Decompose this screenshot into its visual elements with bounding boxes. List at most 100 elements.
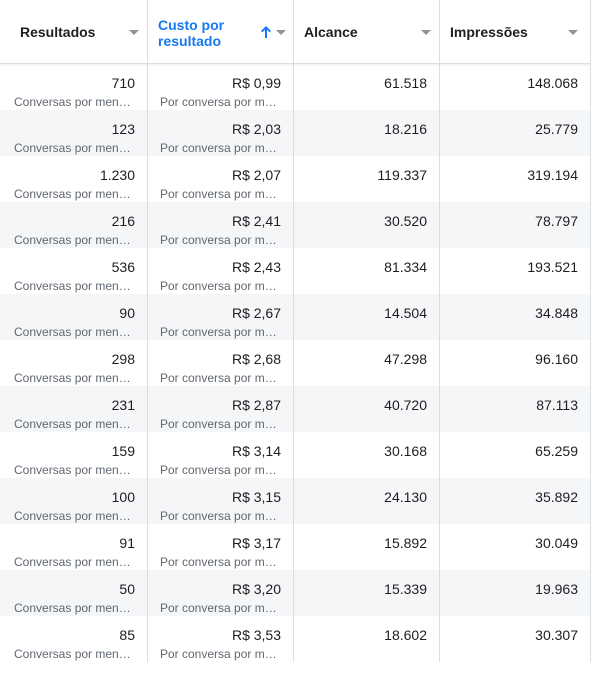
cell-resultados: 1.230 Conversas por mensagem iniciadas	[0, 156, 148, 202]
table-row[interactable]: 123 Conversas por mensagem iniciadas R$ 2,…	[0, 110, 591, 156]
cell-custo-por-resultado: R$ 2,87 Por conversa por mensagem iniciad…	[148, 386, 294, 432]
cell-subtitle: Por conversa por mensagem iniciada	[160, 95, 278, 109]
cell-impressoes: 148.068	[440, 64, 591, 110]
cell-value: R$ 2,67	[231, 305, 281, 321]
cell-value: 15.892	[384, 535, 427, 551]
table-row[interactable]: 85 Conversas por mensagem iniciadas R$ 3,5…	[0, 616, 591, 662]
table-row[interactable]: 216 Conversas por mensagem iniciadas R$ 2,…	[0, 202, 591, 248]
cell-value: R$ 0,99	[231, 75, 281, 91]
cell-subtitle: Conversas por mensagem iniciadas	[14, 187, 132, 201]
column-header-label: Impressões	[450, 24, 528, 40]
cell-resultados: 298 Conversas por mensagem iniciadas	[0, 340, 148, 386]
cell-custo-por-resultado: R$ 2,07 Por conversa por mensagem iniciad…	[148, 156, 294, 202]
cell-custo-por-resultado: R$ 3,14 Por conversa por mensagem iniciad…	[148, 432, 294, 478]
chevron-down-icon[interactable]	[276, 30, 286, 35]
cell-custo-por-resultado: R$ 3,20 Por conversa por mensagem iniciad…	[148, 570, 294, 616]
cell-resultados: 231 Conversas por mensagem iniciadas	[0, 386, 148, 432]
table-row[interactable]: 91 Conversas por mensagem iniciadas R$ 3,1…	[0, 524, 591, 570]
table-row[interactable]: 100 Conversas por mensagem iniciadas R$ 3,…	[0, 478, 591, 524]
chevron-down-icon[interactable]	[129, 30, 139, 35]
cell-value: R$ 2,87	[231, 397, 281, 413]
cell-subtitle: Por conversa por mensagem iniciada	[160, 647, 278, 661]
cell-resultados: 91 Conversas por mensagem iniciadas	[0, 524, 148, 570]
column-header-custo-por-resultado[interactable]: Custo por resultado	[148, 0, 294, 63]
cell-value: 78.797	[535, 213, 578, 229]
cell-subtitle: Conversas por mensagem iniciadas	[14, 463, 132, 477]
chevron-down-icon[interactable]	[568, 30, 578, 35]
cell-value: 231	[111, 397, 135, 413]
cell-value: 81.334	[384, 259, 427, 275]
cell-impressoes: 193.521	[440, 248, 591, 294]
cell-value: 40.720	[384, 397, 427, 413]
column-header-impressoes[interactable]: Impressões	[440, 0, 591, 63]
cell-value: 30.520	[384, 213, 427, 229]
sort-ascending-icon[interactable]	[258, 24, 274, 40]
cell-resultados: 710 Conversas por mensagem iniciadas	[0, 64, 148, 110]
table-row[interactable]: 50 Conversas por mensagem iniciadas R$ 3,2…	[0, 570, 591, 616]
cell-subtitle: Conversas por mensagem iniciadas	[14, 417, 132, 431]
cell-custo-por-resultado: R$ 2,67 Por conversa por mensagem iniciad…	[148, 294, 294, 340]
column-header-alcance[interactable]: Alcance	[294, 0, 440, 63]
cell-resultados: 90 Conversas por mensagem iniciadas	[0, 294, 148, 340]
cell-custo-por-resultado: R$ 2,03 Por conversa por mensagem iniciad…	[148, 110, 294, 156]
cell-resultados: 50 Conversas por mensagem iniciadas	[0, 570, 148, 616]
table-row[interactable]: 710 Conversas por mensagem iniciadas R$ 0,…	[0, 64, 591, 110]
cell-value: 148.068	[527, 75, 578, 91]
cell-impressoes: 78.797	[440, 202, 591, 248]
table-row[interactable]: 1.230 Conversas por mensagem iniciadas R$ …	[0, 156, 591, 202]
cell-subtitle: Por conversa por mensagem iniciada	[160, 279, 278, 293]
cell-subtitle: Conversas por mensagem iniciadas	[14, 279, 132, 293]
cell-value: 50	[119, 581, 135, 597]
table-row[interactable]: 159 Conversas por mensagem iniciadas R$ 3,…	[0, 432, 591, 478]
cell-impressoes: 19.963	[440, 570, 591, 616]
cell-value: 25.779	[535, 121, 578, 137]
chevron-down-icon[interactable]	[421, 30, 431, 35]
cell-subtitle: Conversas por mensagem iniciadas	[14, 233, 132, 247]
column-header-resultados[interactable]: Resultados	[0, 0, 148, 63]
cell-subtitle: Por conversa por mensagem iniciada	[160, 463, 278, 477]
cell-subtitle: Conversas por mensagem iniciadas	[14, 371, 132, 385]
cell-value: 30.049	[535, 535, 578, 551]
cell-value: R$ 2,43	[231, 259, 281, 275]
cell-value: 298	[111, 351, 135, 367]
cell-value: 1.230	[99, 167, 135, 183]
cell-alcance: 47.298	[294, 340, 440, 386]
cell-subtitle: Conversas por mensagem iniciadas	[14, 141, 132, 155]
cell-resultados: 159 Conversas por mensagem iniciadas	[0, 432, 148, 478]
cell-value: 85	[119, 627, 135, 643]
cell-resultados: 85 Conversas por mensagem iniciadas	[0, 616, 148, 662]
cell-alcance: 81.334	[294, 248, 440, 294]
cell-impressoes: 30.049	[440, 524, 591, 570]
cell-value: R$ 3,17	[231, 535, 281, 551]
cell-resultados: 100 Conversas por mensagem iniciadas	[0, 478, 148, 524]
cell-value: R$ 2,41	[231, 213, 281, 229]
table-row[interactable]: 536 Conversas por mensagem iniciadas R$ 2,…	[0, 248, 591, 294]
cell-value: 193.521	[527, 259, 578, 275]
cell-value: 35.892	[535, 489, 578, 505]
cell-subtitle: Por conversa por mensagem iniciada	[160, 555, 278, 569]
cell-value: R$ 3,20	[231, 581, 281, 597]
column-header-label: Resultados	[20, 24, 96, 40]
cell-subtitle: Por conversa por mensagem iniciada	[160, 233, 278, 247]
cell-value: 536	[111, 259, 135, 275]
cell-subtitle: Conversas por mensagem iniciadas	[14, 601, 132, 615]
cell-resultados: 536 Conversas por mensagem iniciadas	[0, 248, 148, 294]
table-row[interactable]: 298 Conversas por mensagem iniciadas R$ 2,…	[0, 340, 591, 386]
cell-value: R$ 2,03	[231, 121, 281, 137]
cell-value: 319.194	[527, 167, 578, 183]
cell-resultados: 123 Conversas por mensagem iniciadas	[0, 110, 148, 156]
table-row[interactable]: 231 Conversas por mensagem iniciadas R$ 2,…	[0, 386, 591, 432]
cell-alcance: 30.520	[294, 202, 440, 248]
cell-value: R$ 2,07	[231, 167, 281, 183]
cell-value: 47.298	[384, 351, 427, 367]
cell-value: 15.339	[384, 581, 427, 597]
cell-alcance: 15.339	[294, 570, 440, 616]
table-row[interactable]: 90 Conversas por mensagem iniciadas R$ 2,6…	[0, 294, 591, 340]
cell-subtitle: Por conversa por mensagem iniciada	[160, 325, 278, 339]
cell-subtitle: Por conversa por mensagem iniciada	[160, 509, 278, 523]
cell-impressoes: 25.779	[440, 110, 591, 156]
cell-alcance: 40.720	[294, 386, 440, 432]
cell-value: 87.113	[536, 397, 578, 413]
cell-custo-por-resultado: R$ 0,99 Por conversa por mensagem iniciad…	[148, 64, 294, 110]
cell-value: 18.216	[384, 121, 427, 137]
